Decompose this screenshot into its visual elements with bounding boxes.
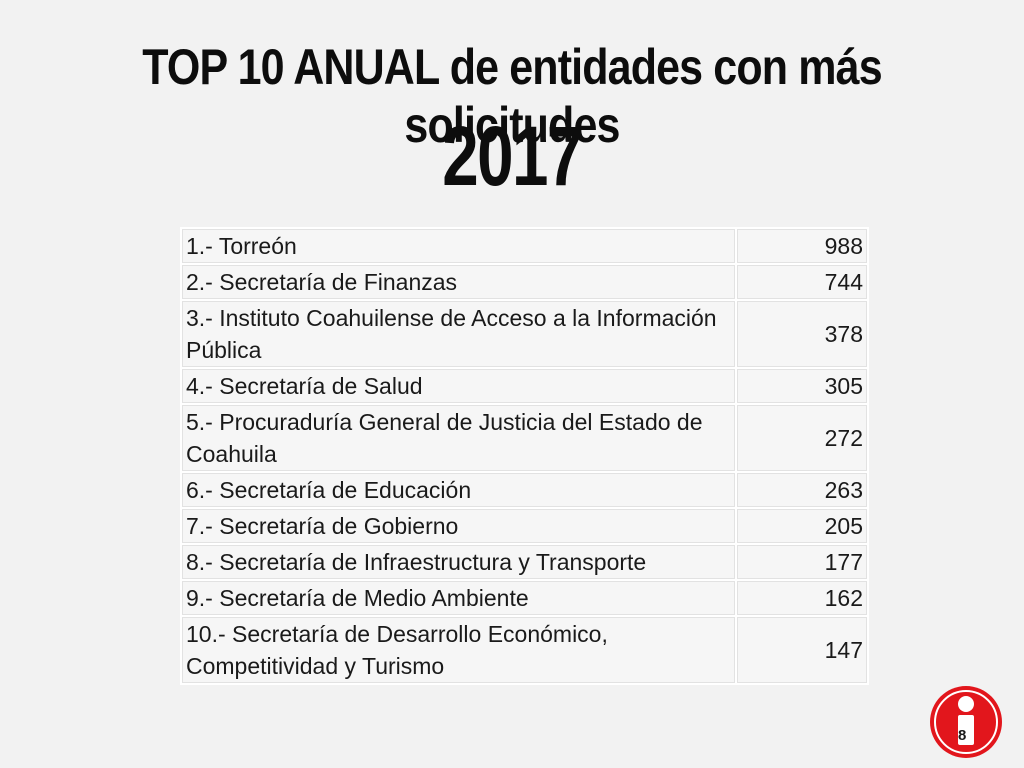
- table-row: 5.- Procuraduría General de Justicia del…: [182, 405, 867, 471]
- entity-name: 8.- Secretaría de Infraestructura y Tran…: [182, 545, 735, 579]
- request-count: 305: [737, 369, 867, 403]
- table-row: 10.- Secretaría de Desarrollo Económico,…: [182, 617, 867, 683]
- entity-name: 4.- Secretaría de Salud: [182, 369, 735, 403]
- table-row: 8.- Secretaría de Infraestructura y Tran…: [182, 545, 867, 579]
- table-row: 1.- Torreón 988: [182, 229, 867, 263]
- entity-name: 9.- Secretaría de Medio Ambiente: [182, 581, 735, 615]
- request-count: 744: [737, 265, 867, 299]
- entity-name: 7.- Secretaría de Gobierno: [182, 509, 735, 543]
- request-count: 378: [737, 301, 867, 367]
- table-row: 9.- Secretaría de Medio Ambiente 162: [182, 581, 867, 615]
- request-count: 263: [737, 473, 867, 507]
- entity-name: 1.- Torreón: [182, 229, 735, 263]
- request-count: 147: [737, 617, 867, 683]
- entity-name: 2.- Secretaría de Finanzas: [182, 265, 735, 299]
- request-count: 272: [737, 405, 867, 471]
- request-count: 177: [737, 545, 867, 579]
- entity-name: 3.- Instituto Coahuilense de Acceso a la…: [182, 301, 735, 367]
- request-count: 988: [737, 229, 867, 263]
- page-title: TOP 10 ANUAL de entidades con más solici…: [142, 39, 882, 153]
- page-title-year: 2017: [442, 109, 583, 203]
- request-count: 162: [737, 581, 867, 615]
- entity-name: 6.- Secretaría de Educación: [182, 473, 735, 507]
- table-row: 6.- Secretaría de Educación 263: [182, 473, 867, 507]
- ranking-table: 1.- Torreón 988 2.- Secretaría de Finanz…: [180, 227, 869, 685]
- request-count: 205: [737, 509, 867, 543]
- table-row: 4.- Secretaría de Salud 305: [182, 369, 867, 403]
- table-row: 2.- Secretaría de Finanzas 744: [182, 265, 867, 299]
- info-i-icon: [930, 686, 1002, 758]
- entity-name: 5.- Procuraduría General de Justicia del…: [182, 405, 735, 471]
- table-row: 7.- Secretaría de Gobierno 205: [182, 509, 867, 543]
- page-number: 8: [958, 727, 967, 744]
- entity-name: 10.- Secretaría de Desarrollo Económico,…: [182, 617, 735, 683]
- table-row: 3.- Instituto Coahuilense de Acceso a la…: [182, 301, 867, 367]
